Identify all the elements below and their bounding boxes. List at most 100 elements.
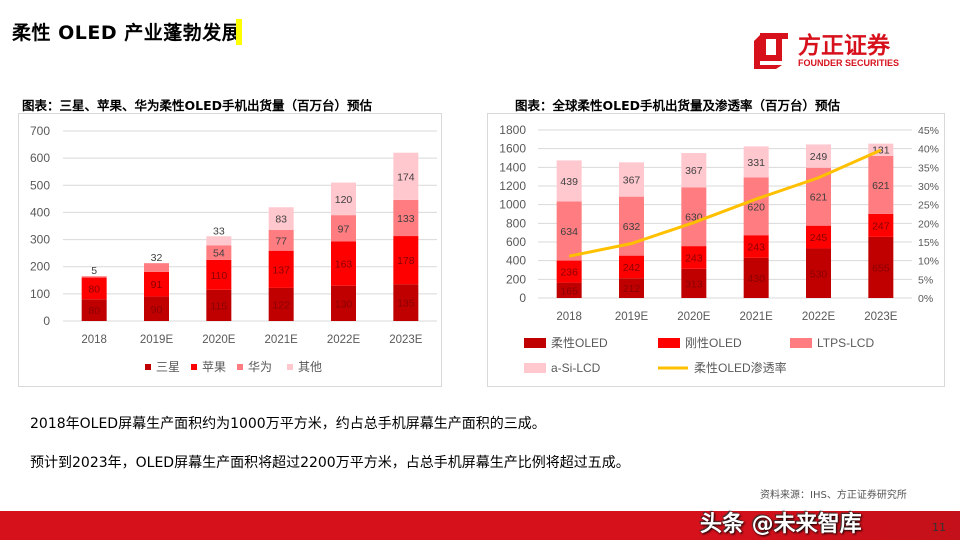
x-tick-label: 2020E	[202, 334, 236, 346]
data-label: 130	[335, 298, 353, 310]
svg-text:方正证券: 方正证券	[798, 32, 891, 58]
y2-tick-label: 0%	[918, 293, 933, 305]
x-tick-label: 2019E	[140, 334, 174, 346]
legend-swatch	[524, 338, 546, 348]
data-label: 115	[210, 300, 227, 312]
y-tick-label: 300	[30, 233, 50, 247]
legend-label: 柔性OLED	[551, 336, 608, 350]
data-label: 430	[747, 273, 765, 285]
bar-segment	[806, 248, 831, 298]
title-accent-bar	[236, 19, 242, 45]
data-label: 620	[747, 201, 765, 213]
legend-label: 柔性OLED渗透率	[694, 360, 787, 375]
bar-segment	[868, 155, 894, 214]
bar-segment	[681, 246, 707, 269]
legend-label: LTPS-LCD	[817, 336, 874, 350]
bar-segment	[743, 177, 769, 236]
data-label: 54	[213, 248, 225, 260]
bar-segment	[619, 278, 644, 298]
y-tick-label: 400	[506, 254, 526, 268]
x-tick-label: 2023E	[864, 311, 898, 323]
y2-tick-label: 30%	[918, 181, 939, 193]
x-tick-label: 2022E	[327, 334, 361, 346]
bar-segment	[268, 250, 294, 288]
y-tick-label: 1200	[499, 179, 526, 193]
legend-label: 其他	[298, 360, 322, 374]
data-label: 120	[335, 194, 353, 206]
data-label: 367	[623, 175, 641, 187]
bar-segment	[806, 225, 831, 249]
data-label: 439	[560, 176, 578, 188]
data-label: 331	[747, 157, 765, 169]
x-tick-label: 2021E	[740, 311, 774, 323]
bar-segment	[619, 162, 644, 197]
data-label: 174	[397, 171, 415, 183]
legend-swatch	[658, 338, 680, 348]
legend-swatch	[145, 364, 151, 370]
bar-segment	[681, 153, 707, 188]
data-label: 242	[623, 262, 641, 274]
bar-segment	[393, 199, 419, 237]
y2-tick-label: 20%	[918, 218, 939, 230]
data-label: 83	[275, 214, 287, 226]
bar-segment	[206, 259, 232, 290]
bar-segment	[743, 146, 769, 178]
bar-segment	[743, 257, 769, 298]
data-label: 367	[685, 165, 703, 177]
right-chart: 0 200 400 600 800 1000 1200 1400 1600 1800 0% 5% 10%…	[487, 113, 945, 387]
bar-segment	[556, 160, 582, 202]
bar-segment	[206, 245, 232, 260]
data-label: 178	[397, 255, 415, 267]
legend-swatch	[191, 364, 197, 370]
data-label: 80	[88, 283, 100, 295]
bar-segment	[144, 271, 169, 297]
data-label: 33	[213, 225, 225, 237]
data-label: 122	[272, 299, 290, 311]
bar-segment	[393, 152, 419, 200]
data-label: 80	[88, 305, 100, 317]
data-label: 135	[397, 298, 415, 310]
left-chart: 0 100 200 300 400 500 600 700 80 80 5 2018 90 91 32 201…	[18, 113, 442, 387]
bar-segment	[556, 282, 582, 298]
bar-segment	[681, 187, 707, 247]
page-number: 11	[932, 521, 946, 534]
y-tick-label: 400	[30, 205, 50, 219]
data-label: 313	[685, 278, 703, 290]
data-label: 247	[872, 220, 890, 232]
bar-segment	[556, 201, 582, 261]
bar-segment	[81, 276, 107, 278]
legend-label: a-Si-LCD	[551, 361, 601, 375]
bar-segment	[206, 236, 232, 246]
y2-tick-label: 45%	[918, 125, 939, 137]
data-label: 530	[810, 268, 828, 280]
y-tick-label: 1600	[499, 142, 526, 156]
bar-segment	[144, 296, 169, 321]
x-tick-label: 2018	[556, 311, 582, 323]
y-tick-label: 0	[519, 291, 526, 305]
bar-segment	[331, 241, 356, 286]
legend-swatch	[237, 364, 243, 370]
y-tick-label: 200	[506, 272, 526, 286]
legend-swatch	[287, 364, 293, 370]
bar-segment	[331, 182, 356, 216]
y-tick-label: 600	[30, 151, 50, 165]
bar-segment	[331, 285, 356, 321]
data-label: 163	[335, 259, 353, 271]
bar-segment	[556, 260, 582, 283]
data-label: 243	[685, 252, 703, 264]
bar-segment	[268, 207, 294, 230]
footer-band	[0, 511, 960, 540]
x-tick-label: 2023E	[389, 334, 423, 346]
right-chart-title: 图表：全球柔性OLED手机出货量及渗透率（百万台）预估	[515, 98, 841, 113]
source-note: 资料来源：IHS、方正证券研究所	[760, 490, 907, 501]
data-label: 632	[623, 221, 641, 233]
data-label: 110	[210, 270, 227, 282]
data-label: 634	[560, 226, 578, 238]
y-tick-label: 700	[30, 124, 50, 138]
data-label: 5	[91, 265, 97, 277]
bar-segment	[268, 287, 294, 321]
data-label: 245	[810, 232, 828, 244]
data-label: 621	[872, 180, 890, 192]
data-label: 77	[275, 235, 287, 247]
svg-text:FOUNDER SECURITIES: FOUNDER SECURITIES	[798, 58, 899, 68]
